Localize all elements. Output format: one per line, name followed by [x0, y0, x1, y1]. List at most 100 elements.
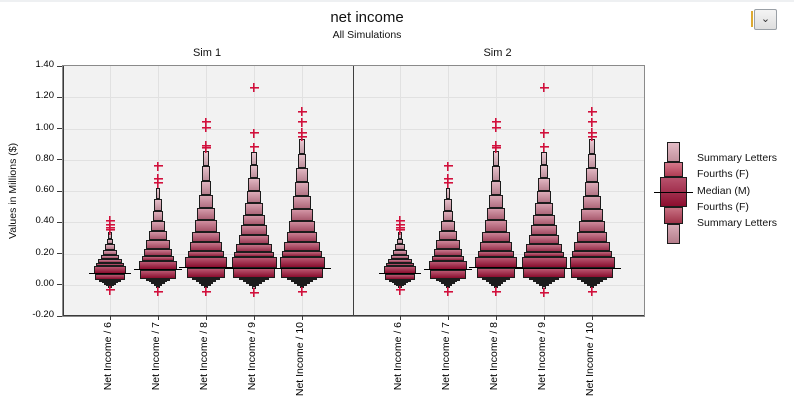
focus-indicator: [751, 11, 753, 27]
letter-value-box: [578, 220, 606, 232]
outlier-marker[interactable]: [249, 142, 259, 152]
letter-value-box: [479, 242, 512, 252]
letter-value-box: [443, 284, 453, 287]
letter-value-box: [392, 249, 408, 255]
letter-value-box: [589, 138, 595, 154]
outlier-marker[interactable]: [491, 143, 501, 153]
x-category-label: Net Income / 10: [294, 322, 306, 397]
outlier-marker[interactable]: [297, 117, 307, 127]
panel-divider: [353, 66, 354, 316]
outlier-marker[interactable]: [539, 128, 549, 138]
letter-value-box: [231, 257, 277, 269]
letter-value-box: [429, 260, 467, 270]
outlier-marker[interactable]: [153, 287, 163, 297]
letter-value-box: [102, 249, 118, 255]
y-tick-label: 1.40: [35, 59, 55, 70]
letter-value-box: [100, 254, 120, 260]
letter-value-box: [541, 151, 547, 166]
letter-value-box: [584, 281, 600, 284]
outlier-marker[interactable]: [201, 123, 211, 133]
outlier-marker[interactable]: [249, 288, 259, 298]
x-tick: [253, 316, 255, 320]
letter-value-box: [198, 281, 214, 284]
legend-swatch-fourth-lower: [663, 207, 683, 224]
outlier-marker[interactable]: [395, 285, 405, 295]
x-tick: [447, 316, 449, 320]
legend-swatch-fourth-upper: [663, 162, 683, 177]
letter-value-box: [286, 231, 318, 243]
letter-value-box: [476, 267, 516, 278]
outlier-marker[interactable]: [153, 174, 163, 183]
letter-value-box: [486, 207, 506, 221]
letter-value-box: [475, 257, 517, 268]
outlier-marker[interactable]: [297, 106, 307, 116]
outlier-marker[interactable]: [587, 131, 597, 141]
letter-value-box: [529, 277, 559, 280]
outlier-marker[interactable]: [297, 287, 307, 297]
y-tick: [57, 284, 62, 286]
letter-value-box: [202, 166, 210, 181]
letter-value-box: [186, 267, 226, 278]
letter-value-box: [440, 221, 456, 231]
outlier-marker[interactable]: [249, 83, 259, 93]
x-tick: [591, 316, 593, 320]
letter-value-box: [192, 277, 220, 280]
outlier-marker[interactable]: [443, 287, 453, 297]
letter-value-box: [587, 283, 597, 286]
letter-value-box: [287, 277, 317, 280]
legend-median-line: [653, 192, 693, 193]
letter-value-box: [538, 178, 550, 192]
outlier-marker[interactable]: [587, 287, 597, 297]
outlier-marker[interactable]: [395, 225, 405, 235]
outlier-marker[interactable]: [539, 83, 549, 93]
letter-value-box: [384, 273, 416, 281]
letter-value-box: [536, 191, 552, 204]
outlier-marker[interactable]: [105, 285, 115, 295]
letter-value-box: [299, 138, 305, 154]
outlier-marker[interactable]: [491, 117, 501, 127]
outlier-marker[interactable]: [201, 143, 211, 153]
outlier-marker[interactable]: [249, 128, 259, 138]
chevron-down-icon: ⌄: [760, 13, 771, 25]
y-tick: [57, 315, 62, 317]
legend-swatch-summary-upper: [666, 142, 680, 162]
outlier-marker[interactable]: [539, 142, 549, 152]
letter-value-box: [145, 278, 171, 281]
letter-value-box: [444, 199, 452, 211]
letter-value-box: [196, 207, 216, 221]
letter-value-box: [192, 231, 220, 243]
letter-value-box: [580, 208, 604, 221]
outlier-marker[interactable]: [153, 178, 163, 188]
outlier-marker[interactable]: [443, 174, 453, 183]
outlier-marker[interactable]: [201, 287, 211, 297]
outlier-marker[interactable]: [297, 131, 307, 141]
letter-value-box: [438, 280, 458, 283]
outlier-marker[interactable]: [587, 106, 597, 116]
outlier-marker[interactable]: [105, 225, 115, 235]
median-line: [88, 273, 132, 275]
outlier-marker[interactable]: [587, 117, 597, 127]
letter-value-box: [530, 225, 558, 236]
letter-value-box: [239, 277, 269, 280]
x-tick: [399, 316, 401, 320]
letter-value-box: [151, 282, 165, 285]
x-category-label: Net Income / 8: [198, 322, 210, 391]
outlier-marker[interactable]: [443, 161, 453, 171]
outlier-marker[interactable]: [491, 287, 501, 297]
letter-value-box: [200, 180, 212, 195]
collapse-panel-button[interactable]: ⌄: [754, 9, 777, 30]
letter-value-box: [390, 254, 410, 260]
gridline-vertical: [400, 66, 401, 316]
letter-value-box: [233, 252, 275, 258]
outlier-marker[interactable]: [201, 117, 211, 127]
letter-value-box: [292, 195, 312, 209]
outlier-marker[interactable]: [491, 123, 501, 133]
outlier-marker[interactable]: [153, 161, 163, 171]
letter-value-box: [434, 248, 462, 256]
letter-value-box: [153, 284, 163, 287]
legend-item-label: Summary Letters: [697, 152, 777, 164]
outlier-marker[interactable]: [443, 178, 453, 188]
letter-value-box: [574, 242, 610, 251]
outlier-marker[interactable]: [539, 288, 549, 298]
letter-value-box: [155, 187, 161, 200]
